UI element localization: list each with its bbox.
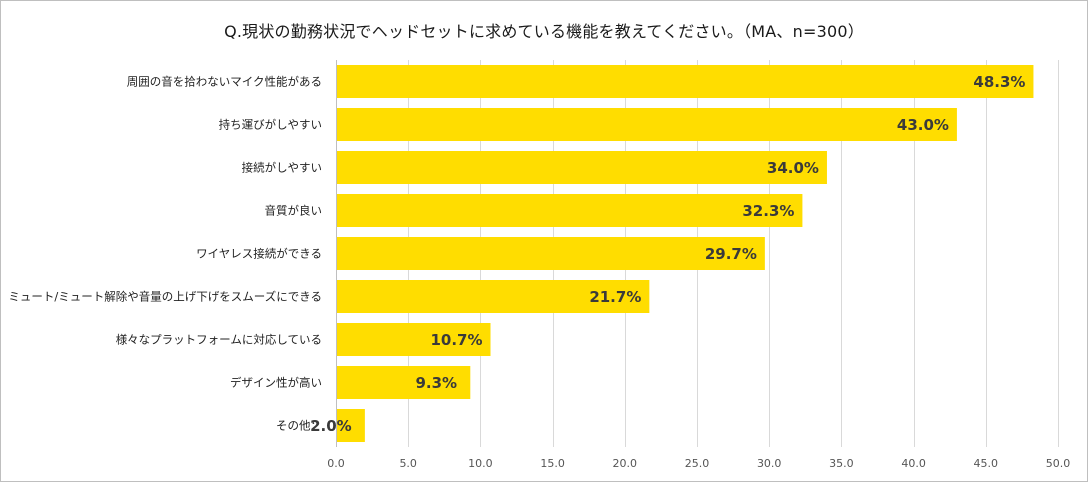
x-tick-label: 0.0 xyxy=(327,457,345,470)
bar xyxy=(337,409,365,442)
category-label: ワイヤレス接続ができる xyxy=(196,247,322,261)
data-label: 2.0% xyxy=(310,417,352,435)
category-label: ミュート/ミュート解除や音量の上げ下げをスムーズにできる xyxy=(8,290,322,304)
data-label: 9.3% xyxy=(415,374,457,392)
category-label: 持ち運びがしやすい xyxy=(219,118,322,132)
x-tick-label: 30.0 xyxy=(757,457,782,470)
category-label: 周囲の音を拾わないマイク性能がある xyxy=(127,75,322,89)
x-tick-label: 10.0 xyxy=(468,457,493,470)
data-label: 21.7% xyxy=(589,288,641,306)
bar xyxy=(337,366,471,399)
data-label: 32.3% xyxy=(742,202,794,220)
bar xyxy=(337,237,765,270)
x-tick-label: 5.0 xyxy=(399,457,417,470)
bar xyxy=(337,108,957,141)
category-label: その他： xyxy=(276,419,322,433)
x-tick-label: 20.0 xyxy=(613,457,638,470)
data-label: 34.0% xyxy=(767,159,819,177)
bar xyxy=(337,194,803,227)
category-label: 様々なプラットフォームに対応している xyxy=(116,333,322,347)
category-label: 音質が良い xyxy=(265,204,323,218)
data-label: 48.3% xyxy=(973,73,1025,91)
x-tick-label: 45.0 xyxy=(974,457,999,470)
x-tick-label: 35.0 xyxy=(829,457,854,470)
chart-title: Q.現状の勤務状況でヘッドセットに求めている機能を教えてください。（MA、n=3… xyxy=(224,22,864,41)
data-label: 29.7% xyxy=(705,245,757,263)
bar xyxy=(337,65,1034,98)
bar xyxy=(337,151,827,184)
bar xyxy=(337,280,650,313)
data-label: 10.7% xyxy=(430,331,482,349)
x-tick-label: 40.0 xyxy=(901,457,926,470)
x-tick-label: 50.0 xyxy=(1046,457,1071,470)
bar xyxy=(337,323,491,356)
x-tick-label: 25.0 xyxy=(685,457,710,470)
category-label: 接続がしやすい xyxy=(242,161,322,175)
category-label: デザイン性が高い xyxy=(230,376,322,390)
data-label: 43.0% xyxy=(897,116,949,134)
x-tick-label: 15.0 xyxy=(540,457,565,470)
